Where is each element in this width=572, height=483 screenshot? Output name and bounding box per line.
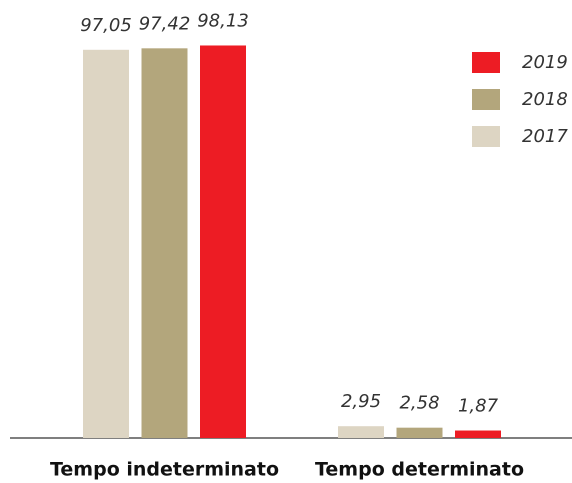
bar xyxy=(141,48,188,438)
legend-label: 2017 xyxy=(522,126,568,147)
legend-swatch xyxy=(472,89,500,110)
value-label: 2,58 xyxy=(399,393,439,414)
bar xyxy=(83,49,129,439)
legend-label: 2018 xyxy=(522,89,568,110)
value-label: 98,13 xyxy=(197,10,249,31)
bar xyxy=(200,45,246,438)
legend-label: 2019 xyxy=(522,52,568,73)
legend-swatch xyxy=(472,126,500,147)
x-tick-label: Tempo indeterminato xyxy=(50,459,279,481)
bar xyxy=(338,426,384,438)
x-tick-label: Tempo determinato xyxy=(315,459,524,481)
bar xyxy=(455,430,501,438)
value-label: 1,87 xyxy=(458,396,499,417)
value-label: 2,95 xyxy=(341,391,381,412)
legend-swatch xyxy=(472,52,500,73)
value-label: 97,42 xyxy=(139,13,191,34)
bar xyxy=(396,427,443,438)
value-label: 97,05 xyxy=(80,15,132,36)
